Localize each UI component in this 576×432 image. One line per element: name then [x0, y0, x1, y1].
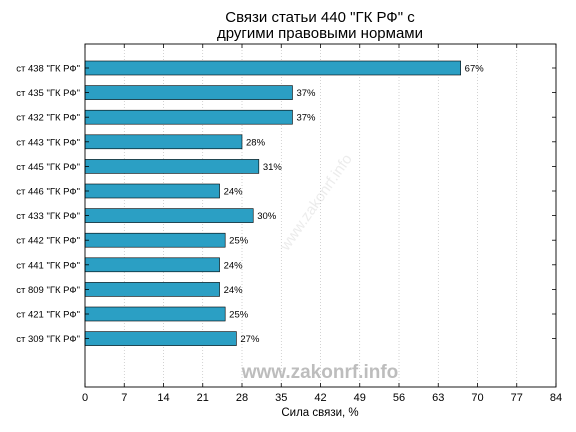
- value-label-9: 24%: [224, 260, 244, 271]
- value-label-6: 24%: [224, 187, 244, 198]
- value-label-5: 31%: [263, 162, 283, 173]
- x-tick-label-3: 21: [197, 392, 209, 404]
- x-tick-label-12: 84: [550, 392, 562, 404]
- value-label-1: 67%: [465, 64, 485, 75]
- bar-9: [84, 257, 220, 273]
- category-label-1: ст 438 "ГК РФ": [16, 64, 80, 75]
- x-axis-title: Сила связи, %: [281, 407, 358, 419]
- x-tick-label-9: 63: [432, 392, 444, 404]
- value-label-7: 30%: [257, 211, 277, 222]
- x-tick-label-0: 0: [82, 392, 88, 404]
- x-tick-label-10: 70: [471, 392, 483, 404]
- value-label-3: 37%: [296, 113, 316, 124]
- value-label-8: 25%: [229, 236, 249, 247]
- value-label-11: 25%: [229, 310, 249, 321]
- bar-2: [84, 85, 293, 100]
- x-tick-label-7: 49: [354, 392, 366, 404]
- bar-5: [84, 159, 260, 174]
- value-label-12: 27%: [240, 334, 260, 345]
- category-label-7: ст 433 "ГК РФ": [16, 211, 80, 222]
- category-label-10: ст 809 "ГК РФ": [16, 285, 80, 296]
- x-tick-label-5: 35: [275, 392, 287, 404]
- watermark-diagonal: www.zakonrf.info: [276, 151, 356, 254]
- bar-4: [84, 134, 243, 150]
- bar-12: [84, 331, 237, 346]
- plot-frame: [84, 43, 557, 388]
- category-label-3: ст 432 "ГК РФ": [16, 113, 80, 124]
- x-tick-label-4: 28: [236, 392, 248, 404]
- category-label-2: ст 435 "ГК РФ": [16, 88, 80, 99]
- chart-title-line-2: другими правовыми нормами: [217, 25, 423, 42]
- bar-1: [84, 60, 461, 76]
- bar-3: [84, 109, 293, 125]
- category-label-6: ст 446 "ГК РФ": [16, 187, 80, 198]
- x-tick-label-6: 42: [314, 392, 326, 404]
- category-label-11: ст 421 "ГК РФ": [16, 310, 80, 321]
- value-label-10: 24%: [224, 285, 244, 296]
- bar-11: [84, 306, 226, 322]
- category-label-9: ст 441 "ГК РФ": [16, 260, 80, 271]
- category-label-12: ст 309 "ГК РФ": [16, 334, 80, 345]
- category-label-8: ст 442 "ГК РФ": [16, 236, 80, 247]
- watermark-text: www.zakonrf.info: [241, 362, 399, 383]
- x-tick-label-8: 56: [393, 392, 405, 404]
- bar-7: [84, 208, 254, 223]
- category-label-5: ст 445 "ГК РФ": [16, 162, 80, 173]
- value-label-4: 28%: [246, 137, 266, 148]
- bar-8: [84, 232, 226, 248]
- bar-10: [84, 282, 220, 297]
- chart-title-line-1: Связи статьи 440 "ГК РФ" с: [225, 9, 415, 26]
- x-tick-label-11: 77: [511, 392, 523, 404]
- x-tick-label-2: 14: [157, 392, 169, 404]
- plot-area: www.zakonrf.info 0 7 14 21 28 35 42 49 56 63 70 77 84…: [16, 43, 562, 419]
- x-tick-label-1: 7: [121, 392, 127, 404]
- value-label-2: 37%: [296, 88, 316, 99]
- category-label-4: ст 443 "ГК РФ": [16, 137, 80, 148]
- bar-6: [84, 183, 220, 199]
